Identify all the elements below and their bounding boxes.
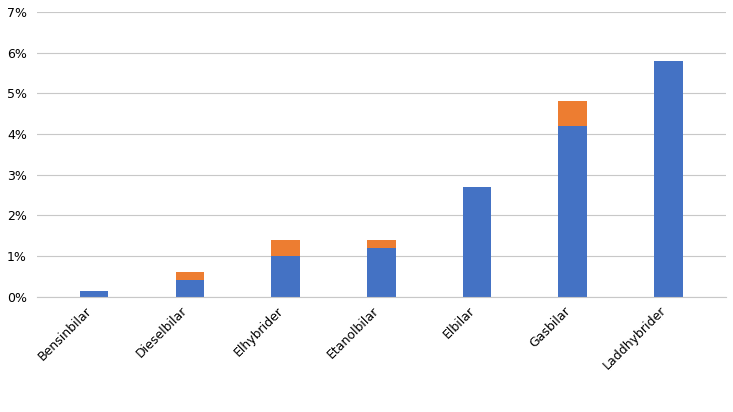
Bar: [175, 272, 205, 281]
Bar: [175, 281, 205, 297]
Bar: [271, 240, 300, 256]
Bar: [367, 248, 396, 297]
Bar: [559, 126, 587, 297]
Bar: [271, 256, 300, 297]
Bar: [655, 61, 683, 297]
Bar: [367, 240, 396, 248]
Bar: [80, 290, 108, 297]
Bar: [559, 101, 587, 126]
Bar: [463, 187, 491, 297]
